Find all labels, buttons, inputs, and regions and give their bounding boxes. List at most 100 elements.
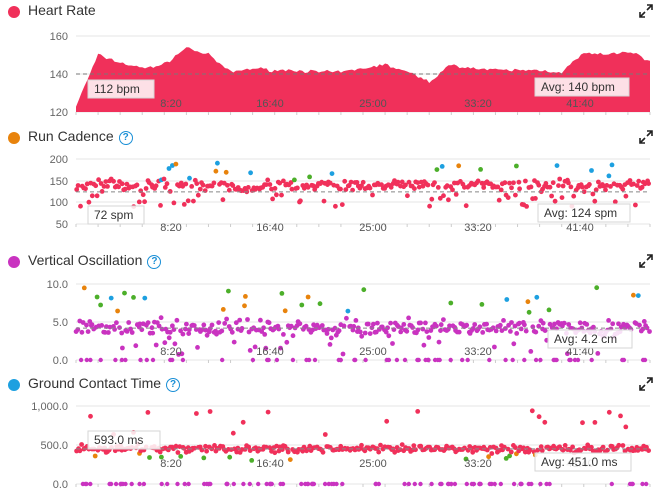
vertical-oscillation-panel: Vertical Oscillation? 10.0 5.0 0.0 8:20 16:4… [0, 250, 663, 368]
data-point [327, 342, 333, 347]
data-point [401, 322, 407, 327]
data-point [528, 349, 534, 354]
data-point [352, 357, 357, 363]
data-point [505, 446, 511, 452]
data-point [620, 186, 626, 192]
data-point [124, 181, 130, 187]
heart-rate-dot-icon [8, 6, 20, 18]
data-point [207, 409, 213, 414]
y-tick-label: 160 [50, 31, 68, 43]
data-point [245, 317, 250, 322]
data-point [182, 481, 187, 487]
x-tick-label: 8:20 [160, 222, 181, 234]
data-point [220, 357, 225, 363]
data-point [594, 285, 600, 291]
data-point [78, 357, 84, 363]
data-point [630, 481, 635, 487]
data-point [215, 160, 220, 166]
y-tick-label: 0.0 [53, 479, 68, 490]
data-point [427, 203, 432, 209]
data-point [263, 182, 269, 187]
data-point [623, 424, 629, 430]
data-point [631, 181, 636, 187]
data-point [432, 180, 437, 185]
min-label: 72 spm [94, 208, 133, 222]
data-point [413, 447, 418, 453]
ground-contact-time-dot-icon [8, 379, 20, 391]
data-point [81, 285, 87, 291]
data-point [279, 192, 284, 198]
help-circle-icon[interactable]: ? [118, 131, 133, 145]
data-point [250, 357, 256, 363]
data-point [503, 357, 508, 363]
x-tick-label: 33:20 [464, 346, 492, 358]
expand-icon[interactable] [639, 377, 653, 391]
data-point [439, 164, 445, 169]
data-point [363, 357, 368, 363]
data-point [511, 180, 516, 186]
data-point [220, 197, 226, 203]
data-point [526, 309, 532, 315]
heart-rate-panel: Heart Rate 160 140 120 8:20 16:40 25:00 33:20 4… [0, 0, 663, 122]
data-point [222, 321, 228, 326]
data-point [119, 330, 125, 336]
expand-icon[interactable] [639, 254, 653, 268]
data-point [465, 357, 470, 363]
data-point [592, 420, 598, 425]
data-point [579, 184, 585, 190]
data-point [333, 203, 338, 209]
data-point [247, 448, 253, 453]
data-point [204, 448, 210, 454]
data-point [447, 323, 452, 329]
data-point [502, 180, 508, 186]
data-point [153, 183, 159, 189]
data-point [568, 357, 573, 363]
data-point [426, 335, 432, 340]
data-point [503, 456, 509, 461]
data-point [299, 302, 305, 308]
y-tick-label: 100 [50, 197, 68, 209]
data-point [80, 481, 86, 487]
data-point [98, 357, 103, 363]
data-point [292, 177, 297, 183]
data-point [478, 481, 483, 487]
help-circle-icon[interactable]: ? [166, 378, 181, 392]
x-tick-label: 8:20 [160, 98, 181, 110]
data-point [94, 193, 100, 199]
expand-icon[interactable] [639, 4, 653, 18]
data-point [249, 458, 255, 463]
data-point [416, 184, 422, 190]
data-point [538, 444, 544, 450]
data-point [178, 454, 184, 459]
data-point [200, 182, 206, 188]
data-point [423, 357, 428, 363]
expand-icon[interactable] [639, 130, 653, 144]
data-point [557, 176, 563, 182]
avg-label-box [534, 452, 632, 472]
data-point [552, 198, 558, 204]
ground-contact-time-header: Ground Contact Time? [0, 373, 663, 397]
data-point [259, 329, 265, 334]
data-point [101, 184, 107, 189]
data-point [543, 181, 549, 186]
x-tick-label: 16:40 [256, 346, 284, 358]
data-point [631, 292, 636, 298]
data-point [113, 481, 119, 487]
min-label: 112 bpm [94, 82, 140, 96]
data-point [187, 175, 192, 181]
data-point [137, 321, 143, 327]
data-point [284, 339, 290, 345]
data-point [320, 449, 326, 455]
data-point [646, 181, 651, 186]
help-circle-icon[interactable]: ? [147, 255, 162, 269]
data-point [172, 341, 178, 347]
data-point [274, 357, 280, 363]
data-point [225, 182, 230, 188]
data-point [264, 481, 269, 487]
data-point [186, 481, 191, 487]
data-point [345, 308, 351, 314]
data-point [207, 326, 213, 332]
data-point [230, 430, 236, 436]
data-point [276, 326, 282, 332]
data-point [305, 481, 311, 487]
